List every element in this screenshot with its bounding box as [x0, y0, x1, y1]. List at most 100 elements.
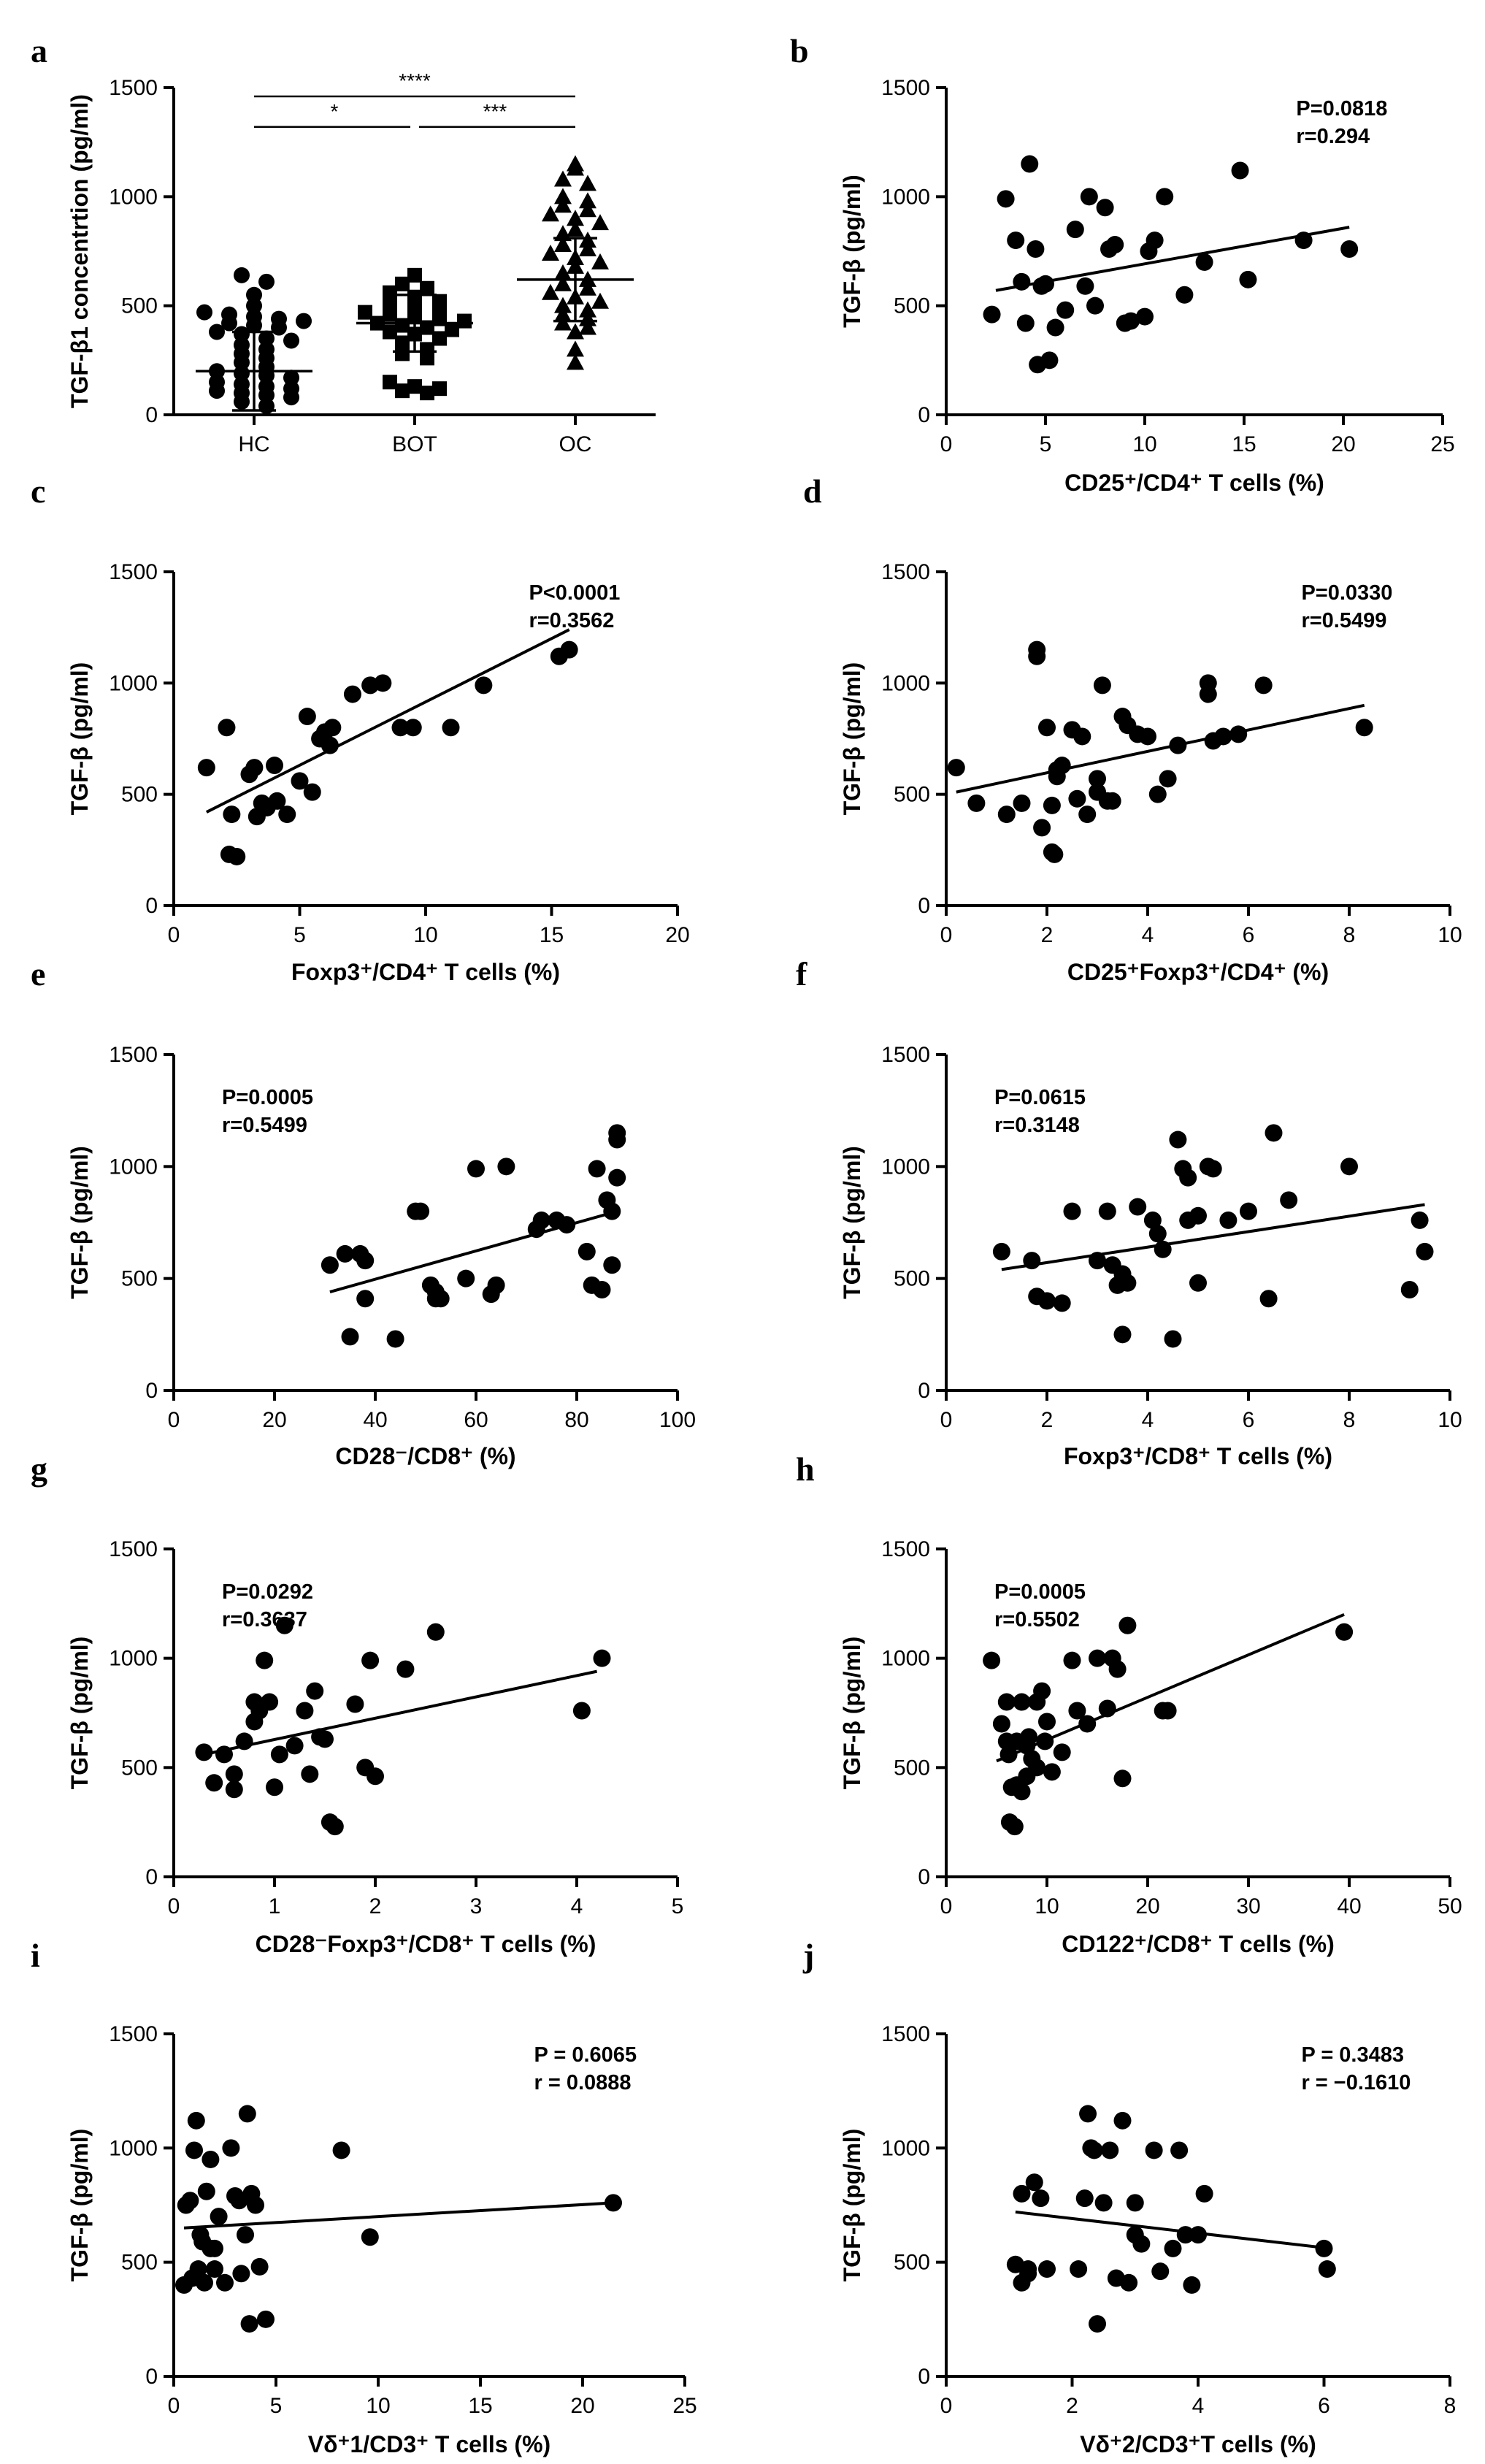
data-point — [1036, 1732, 1054, 1751]
x-category-label: BOT — [392, 432, 437, 456]
regression-line — [203, 1669, 598, 1756]
data-point — [558, 1216, 576, 1234]
data-point-BOT — [395, 276, 410, 291]
panel-a: a 0 500 1000 1500 TGF-β1 concentrtion (pg/ml)… — [31, 32, 656, 456]
data-point-OC — [591, 214, 609, 231]
data-point — [257, 2310, 275, 2328]
data-point — [1219, 1211, 1238, 1229]
x-axis-title: CD25⁺Foxp3⁺/CD4⁺ (%) — [1067, 959, 1329, 985]
x-axis-title: Foxp3⁺/CD8⁺ T cells (%) — [1064, 1443, 1332, 1469]
data-point — [412, 1202, 430, 1220]
panel-e: e 0 500 1000 1500 TGF-β (pg/ml) 0 20 40 60 80 100 CD… — [31, 955, 696, 1469]
y-tick-label: 1500 — [881, 560, 930, 584]
data-point-BOT — [420, 280, 434, 296]
data-point — [983, 305, 1001, 324]
x-category-label: HC — [238, 432, 269, 456]
data-point-BOT — [383, 298, 397, 313]
y-axis-title: TGF-β (pg/ml) — [839, 2129, 865, 2282]
data-point — [1170, 2141, 1189, 2159]
data-point — [266, 1778, 283, 1797]
data-point — [603, 1202, 621, 1220]
data-point — [1013, 272, 1031, 291]
x-tick-label: 30 — [1236, 1894, 1260, 1918]
data-point — [1053, 757, 1071, 775]
data-point — [228, 847, 246, 865]
x-tick-label: 5 — [270, 2394, 283, 2418]
r-value-label: r=0.3637 — [222, 1608, 307, 1631]
data-point — [1096, 199, 1114, 217]
y-tick-label: 1500 — [109, 76, 158, 100]
data-point — [572, 1702, 591, 1720]
data-point-OC — [567, 323, 584, 340]
data-point — [999, 1745, 1018, 1764]
panel-f: f 0 500 1000 1500 TGF-β (pg/ml) 0 2 4 6 8 10 Foxp3⁺/… — [796, 955, 1462, 1469]
panel-c: c 0 500 1000 1500 TGF-β (pg/ml) 0 5 10 15 20 Foxp3⁺… — [31, 472, 690, 985]
data-point — [237, 2226, 254, 2244]
data-point-BOT — [358, 305, 372, 320]
panel-i: i 0 500 1000 1500 TGF-β (pg/ml) 0 5 10 15 20 25 Vδ⁺1… — [31, 1937, 697, 2457]
data-point — [1136, 307, 1154, 326]
x-tick-label: 0 — [168, 2394, 180, 2418]
x-tick-label: 15 — [540, 923, 564, 947]
data-point-OC — [579, 175, 596, 191]
data-point — [1068, 1702, 1086, 1720]
data-point-OC — [567, 221, 584, 237]
data-point — [1063, 1202, 1081, 1220]
data-point-OC — [579, 279, 596, 296]
x-tick-label: 40 — [363, 1408, 387, 1432]
y-tick-label: 0 — [918, 2365, 930, 2389]
data-point — [306, 1682, 324, 1700]
data-point — [1089, 1252, 1106, 1270]
regression-line — [1001, 1203, 1425, 1271]
data-point — [1013, 794, 1031, 812]
x-tick-label: 10 — [1438, 923, 1462, 947]
data-point — [1089, 1649, 1106, 1667]
data-point — [593, 1281, 611, 1298]
data-point-OC — [579, 318, 596, 335]
data-point — [187, 2111, 205, 2130]
x-axis-title: CD28⁻/CD8⁺ (%) — [335, 1443, 515, 1469]
y-tick-label: 1500 — [881, 76, 930, 100]
data-point — [1098, 1699, 1116, 1718]
p-value-label: P=0.0615 — [994, 1086, 1086, 1109]
data-point — [1101, 2141, 1119, 2159]
panel-letter: h — [796, 1450, 815, 1488]
data-point — [1033, 1682, 1051, 1700]
data-point — [1254, 676, 1273, 695]
data-point-OC — [542, 283, 559, 300]
data-point — [386, 1330, 404, 1348]
data-point — [374, 674, 392, 692]
data-point — [183, 2269, 202, 2287]
y-tick-label: 1500 — [109, 560, 158, 584]
data-point — [202, 2150, 220, 2168]
data-point — [1148, 1225, 1167, 1243]
data-point-OC — [542, 205, 559, 222]
data-point — [603, 1256, 621, 1274]
y-tick-label: 0 — [918, 894, 930, 918]
data-point — [1023, 1252, 1041, 1270]
data-point — [321, 736, 339, 754]
x-tick-label: 4 — [1142, 923, 1154, 947]
x-tick-label: 2 — [1066, 2394, 1078, 2418]
x-tick-label: 6 — [1243, 923, 1255, 947]
data-point — [1126, 2194, 1144, 2212]
data-point — [487, 1276, 505, 1294]
y-tick-label: 1500 — [881, 1537, 930, 1561]
p-value-label: P = 0.6065 — [534, 2043, 637, 2067]
x-tick-label: 4 — [1142, 1408, 1154, 1432]
data-point — [1195, 2184, 1213, 2203]
p-value-label: P=0.0005 — [994, 1580, 1086, 1604]
x-tick-label: 100 — [659, 1408, 696, 1432]
data-point-BOT — [432, 331, 447, 346]
data-point — [268, 792, 286, 810]
data-point — [1164, 1330, 1182, 1348]
panel-letter: f — [796, 955, 807, 992]
data-point — [336, 1244, 354, 1263]
panel-d: d 0 500 1000 1500 TGF-β (pg/ml) 0 2 4 6 8 10 CD25⁺Fo… — [803, 472, 1462, 985]
data-point — [1038, 1292, 1056, 1310]
data-point-HC — [258, 330, 275, 347]
data-point — [1259, 1290, 1278, 1308]
data-point — [442, 719, 460, 737]
data-point — [560, 640, 578, 659]
y-tick-label: 500 — [894, 294, 930, 318]
